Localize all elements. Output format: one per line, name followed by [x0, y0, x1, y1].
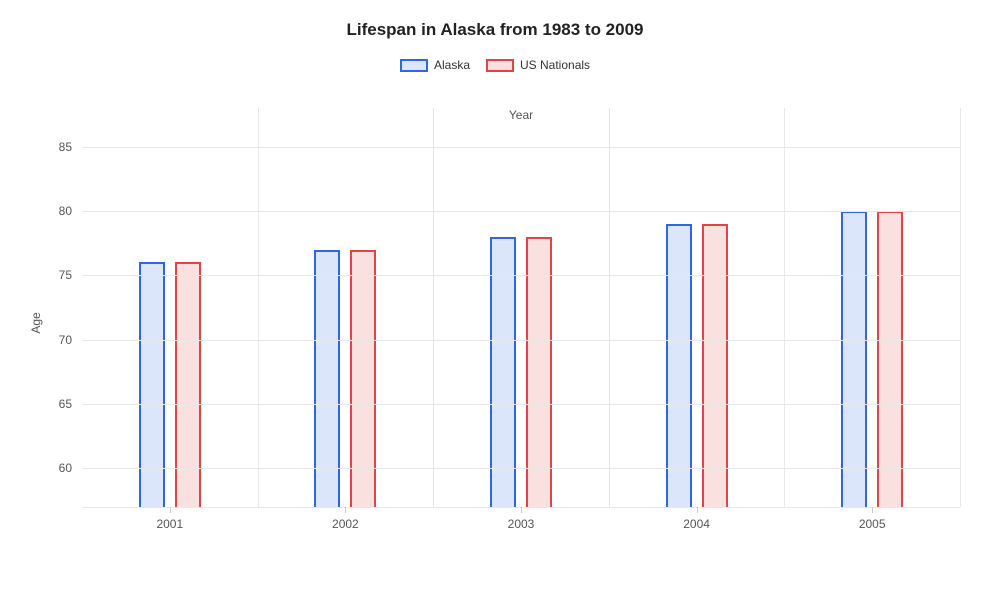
x-gridline — [609, 108, 610, 507]
x-gridline — [960, 108, 961, 507]
chart-title: Lifespan in Alaska from 1983 to 2009 — [20, 20, 970, 40]
legend-item-us-nationals: US Nationals — [486, 58, 590, 72]
bar-group — [314, 108, 376, 507]
y-gridline — [82, 147, 960, 148]
bar — [877, 211, 903, 507]
chart-container: Lifespan in Alaska from 1983 to 2009 Ala… — [0, 0, 1000, 600]
bars-layer — [82, 108, 960, 507]
y-tick-label: 80 — [59, 204, 82, 218]
x-gridline — [784, 108, 785, 507]
y-gridline — [82, 211, 960, 212]
y-gridline — [82, 275, 960, 276]
bar — [526, 237, 552, 507]
y-gridline — [82, 404, 960, 405]
bar — [702, 224, 728, 507]
plot: Age 60657075808520012002200320042005 Yea… — [82, 108, 960, 538]
x-tick-label: 2001 — [156, 507, 183, 531]
bar — [490, 237, 516, 507]
y-tick-label: 85 — [59, 140, 82, 154]
y-axis-title: Age — [29, 312, 43, 333]
legend-label-us-nationals: US Nationals — [520, 58, 590, 72]
x-tick-label: 2004 — [683, 507, 710, 531]
y-tick-label: 70 — [59, 333, 82, 347]
bar-group — [666, 108, 728, 507]
x-tick-label: 2005 — [859, 507, 886, 531]
x-tick-label: 2003 — [508, 507, 535, 531]
x-gridline — [258, 108, 259, 507]
bar — [139, 262, 165, 507]
plot-area: 60657075808520012002200320042005 — [82, 108, 960, 508]
legend: Alaska US Nationals — [20, 58, 970, 72]
bar — [666, 224, 692, 507]
bar-group — [490, 108, 552, 507]
legend-item-alaska: Alaska — [400, 58, 470, 72]
x-tick-label: 2002 — [332, 507, 359, 531]
legend-swatch-alaska — [400, 59, 428, 72]
y-tick-label: 65 — [59, 397, 82, 411]
legend-label-alaska: Alaska — [434, 58, 470, 72]
x-gridline — [433, 108, 434, 507]
y-gridline — [82, 468, 960, 469]
y-gridline — [82, 340, 960, 341]
bar-group — [841, 108, 903, 507]
bar — [841, 211, 867, 507]
y-tick-label: 60 — [59, 461, 82, 475]
bar-group — [139, 108, 201, 507]
y-tick-label: 75 — [59, 268, 82, 282]
bar — [175, 262, 201, 507]
legend-swatch-us-nationals — [486, 59, 514, 72]
